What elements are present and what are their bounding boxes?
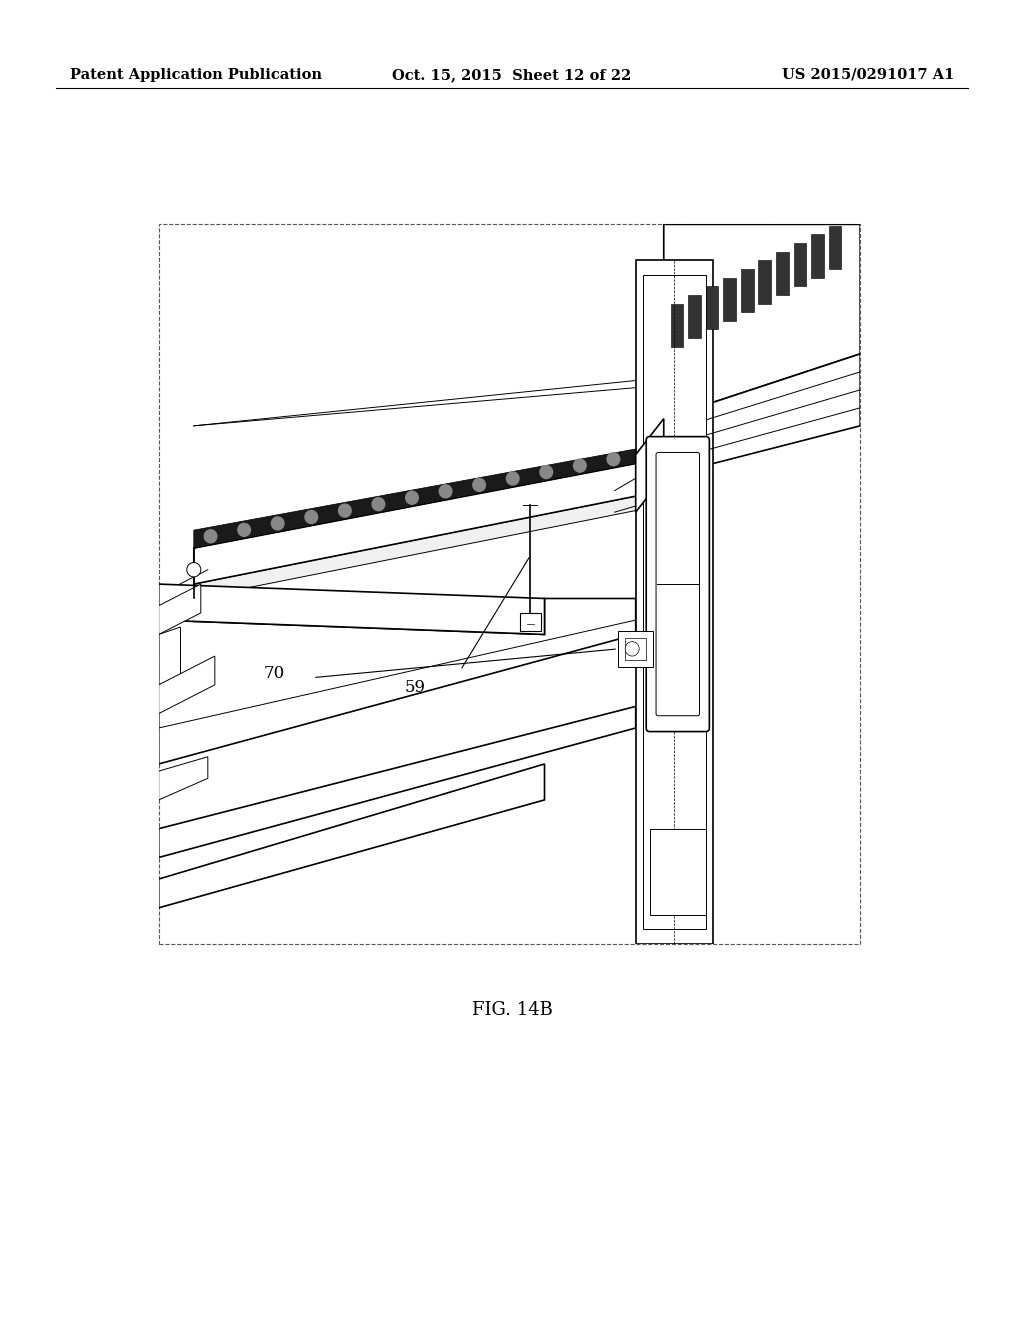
Bar xyxy=(618,631,653,667)
Bar xyxy=(636,260,713,944)
Polygon shape xyxy=(664,224,860,418)
Text: 70: 70 xyxy=(264,665,285,681)
Circle shape xyxy=(540,466,553,479)
Circle shape xyxy=(439,484,452,498)
Circle shape xyxy=(626,642,639,656)
Circle shape xyxy=(238,524,251,536)
Polygon shape xyxy=(159,583,545,635)
Circle shape xyxy=(305,511,317,524)
Bar xyxy=(520,612,541,631)
Polygon shape xyxy=(688,294,701,338)
Bar xyxy=(643,275,706,929)
Polygon shape xyxy=(671,304,683,347)
Polygon shape xyxy=(159,583,201,635)
Polygon shape xyxy=(159,598,636,764)
Text: Oct. 15, 2015  Sheet 12 of 22: Oct. 15, 2015 Sheet 12 of 22 xyxy=(392,67,632,82)
Polygon shape xyxy=(741,269,754,312)
Text: 59: 59 xyxy=(404,678,425,696)
Circle shape xyxy=(372,498,385,511)
Bar xyxy=(650,829,706,915)
Polygon shape xyxy=(636,418,664,512)
Polygon shape xyxy=(759,260,771,304)
Circle shape xyxy=(406,491,418,504)
Circle shape xyxy=(507,473,519,484)
Circle shape xyxy=(204,529,217,543)
Circle shape xyxy=(607,453,620,466)
Circle shape xyxy=(641,446,653,459)
Polygon shape xyxy=(828,226,842,269)
Circle shape xyxy=(271,517,284,529)
Polygon shape xyxy=(706,286,719,330)
Polygon shape xyxy=(194,444,664,548)
Polygon shape xyxy=(159,706,636,858)
Circle shape xyxy=(186,562,201,577)
FancyBboxPatch shape xyxy=(656,453,699,715)
Polygon shape xyxy=(159,656,215,714)
FancyBboxPatch shape xyxy=(646,437,710,731)
Polygon shape xyxy=(194,491,664,598)
Polygon shape xyxy=(159,756,208,800)
Circle shape xyxy=(473,478,485,491)
Bar xyxy=(159,224,860,944)
Polygon shape xyxy=(794,243,806,286)
Text: US 2015/0291017 A1: US 2015/0291017 A1 xyxy=(782,67,954,82)
Circle shape xyxy=(339,504,351,517)
Circle shape xyxy=(573,459,586,473)
Polygon shape xyxy=(811,235,823,277)
Text: FIG. 14B: FIG. 14B xyxy=(472,1001,552,1019)
Text: Patent Application Publication: Patent Application Publication xyxy=(70,67,322,82)
Bar xyxy=(626,638,646,660)
Polygon shape xyxy=(194,458,664,583)
Polygon shape xyxy=(723,277,736,321)
Polygon shape xyxy=(664,354,860,477)
Polygon shape xyxy=(159,764,545,908)
Polygon shape xyxy=(776,252,788,294)
